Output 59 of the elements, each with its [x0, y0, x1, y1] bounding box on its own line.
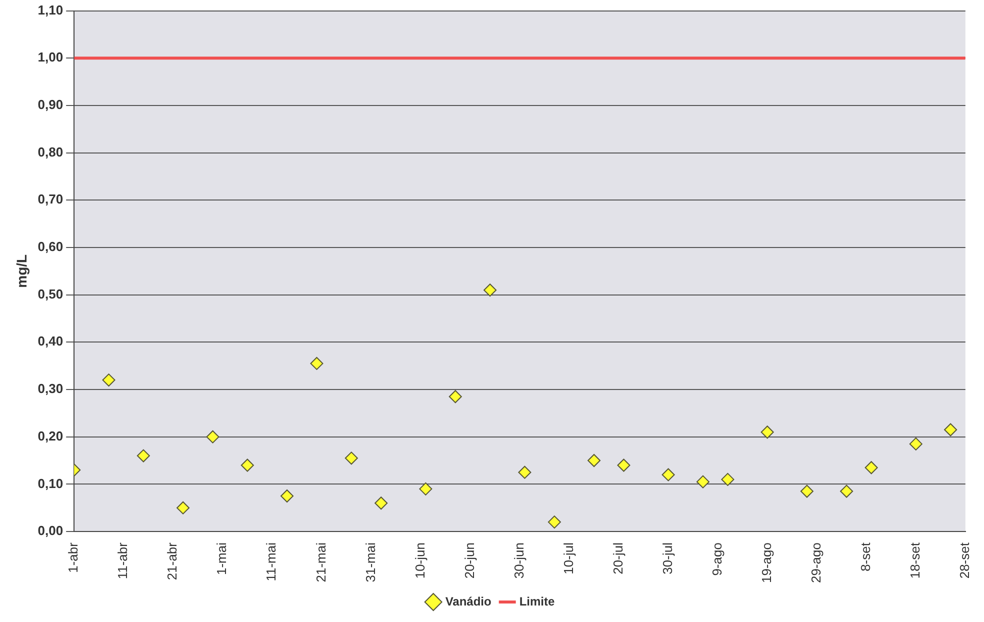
- point: [176, 501, 190, 514]
- point: [760, 426, 774, 439]
- x-tick-label: 18-set: [907, 542, 922, 579]
- x-tick-label: 10-jul: [560, 542, 576, 574]
- x-tick-label: 1-mai: [214, 542, 230, 576]
- y-tick-label: 0,50: [38, 286, 64, 302]
- point: [944, 423, 958, 436]
- x-tick-label: 30-jul: [660, 542, 675, 574]
- x-tick-label: 10-jun: [412, 542, 428, 579]
- point: [696, 475, 710, 488]
- point: [518, 466, 532, 479]
- x-tick-label: 1-abr: [66, 542, 81, 573]
- x-tick-label: 19-ago: [758, 542, 774, 584]
- y-tick-label: 0,20: [38, 428, 64, 444]
- point: [909, 437, 922, 450]
- x-tick-label: 11-abr: [115, 542, 130, 580]
- y-tick-label: 0,60: [38, 239, 64, 254]
- point: [840, 484, 854, 498]
- point: [662, 468, 675, 482]
- point: [448, 390, 462, 404]
- y-tick-label: 0,10: [38, 476, 64, 491]
- x-tick-label: 28-set: [956, 542, 972, 579]
- y-tick-label: 0,30: [38, 381, 64, 396]
- point: [344, 452, 358, 465]
- point: [136, 449, 150, 462]
- y-tick-label: 1,00: [38, 50, 64, 65]
- point: [240, 458, 254, 472]
- point: [864, 461, 878, 474]
- point: [617, 458, 630, 472]
- y-tick-label: 0,70: [38, 192, 64, 207]
- point: [206, 430, 220, 444]
- point: [721, 472, 734, 486]
- x-tick-label: 31-mai: [362, 542, 378, 582]
- point: [800, 484, 814, 498]
- x-tick-label: 9-ago: [709, 542, 724, 576]
- x-tick-label: 20-jun: [462, 542, 477, 579]
- x-tick-label: 21-abr: [164, 542, 180, 580]
- y-tick-label: 0,90: [38, 97, 64, 112]
- y-tick-label: 1,10: [38, 2, 64, 18]
- point: [484, 284, 497, 297]
- x-tick-label: 30-jun: [511, 542, 526, 579]
- x-tick-label: 29-ago: [808, 542, 824, 584]
- legend-label: Vanádio: [445, 594, 492, 608]
- point: [280, 490, 294, 503]
- legend-label: Limite: [519, 594, 555, 608]
- y-tick-label: 0,00: [38, 523, 64, 538]
- x-tick-label: 20-jul: [610, 542, 626, 574]
- x-tick-label: 11-mai: [264, 542, 279, 582]
- point: [548, 516, 561, 529]
- point: [102, 374, 116, 387]
- point: [374, 496, 388, 510]
- point: [588, 454, 601, 468]
- y-axis-title: mg/L: [13, 254, 30, 288]
- y-tick-label: 0,40: [38, 334, 64, 349]
- point: [310, 356, 324, 370]
- x-tick-label: 8-set: [858, 542, 873, 572]
- y-tick-label: 0,80: [38, 144, 64, 160]
- x-tick-label: 21-mai: [313, 542, 328, 582]
- point: [419, 482, 432, 496]
